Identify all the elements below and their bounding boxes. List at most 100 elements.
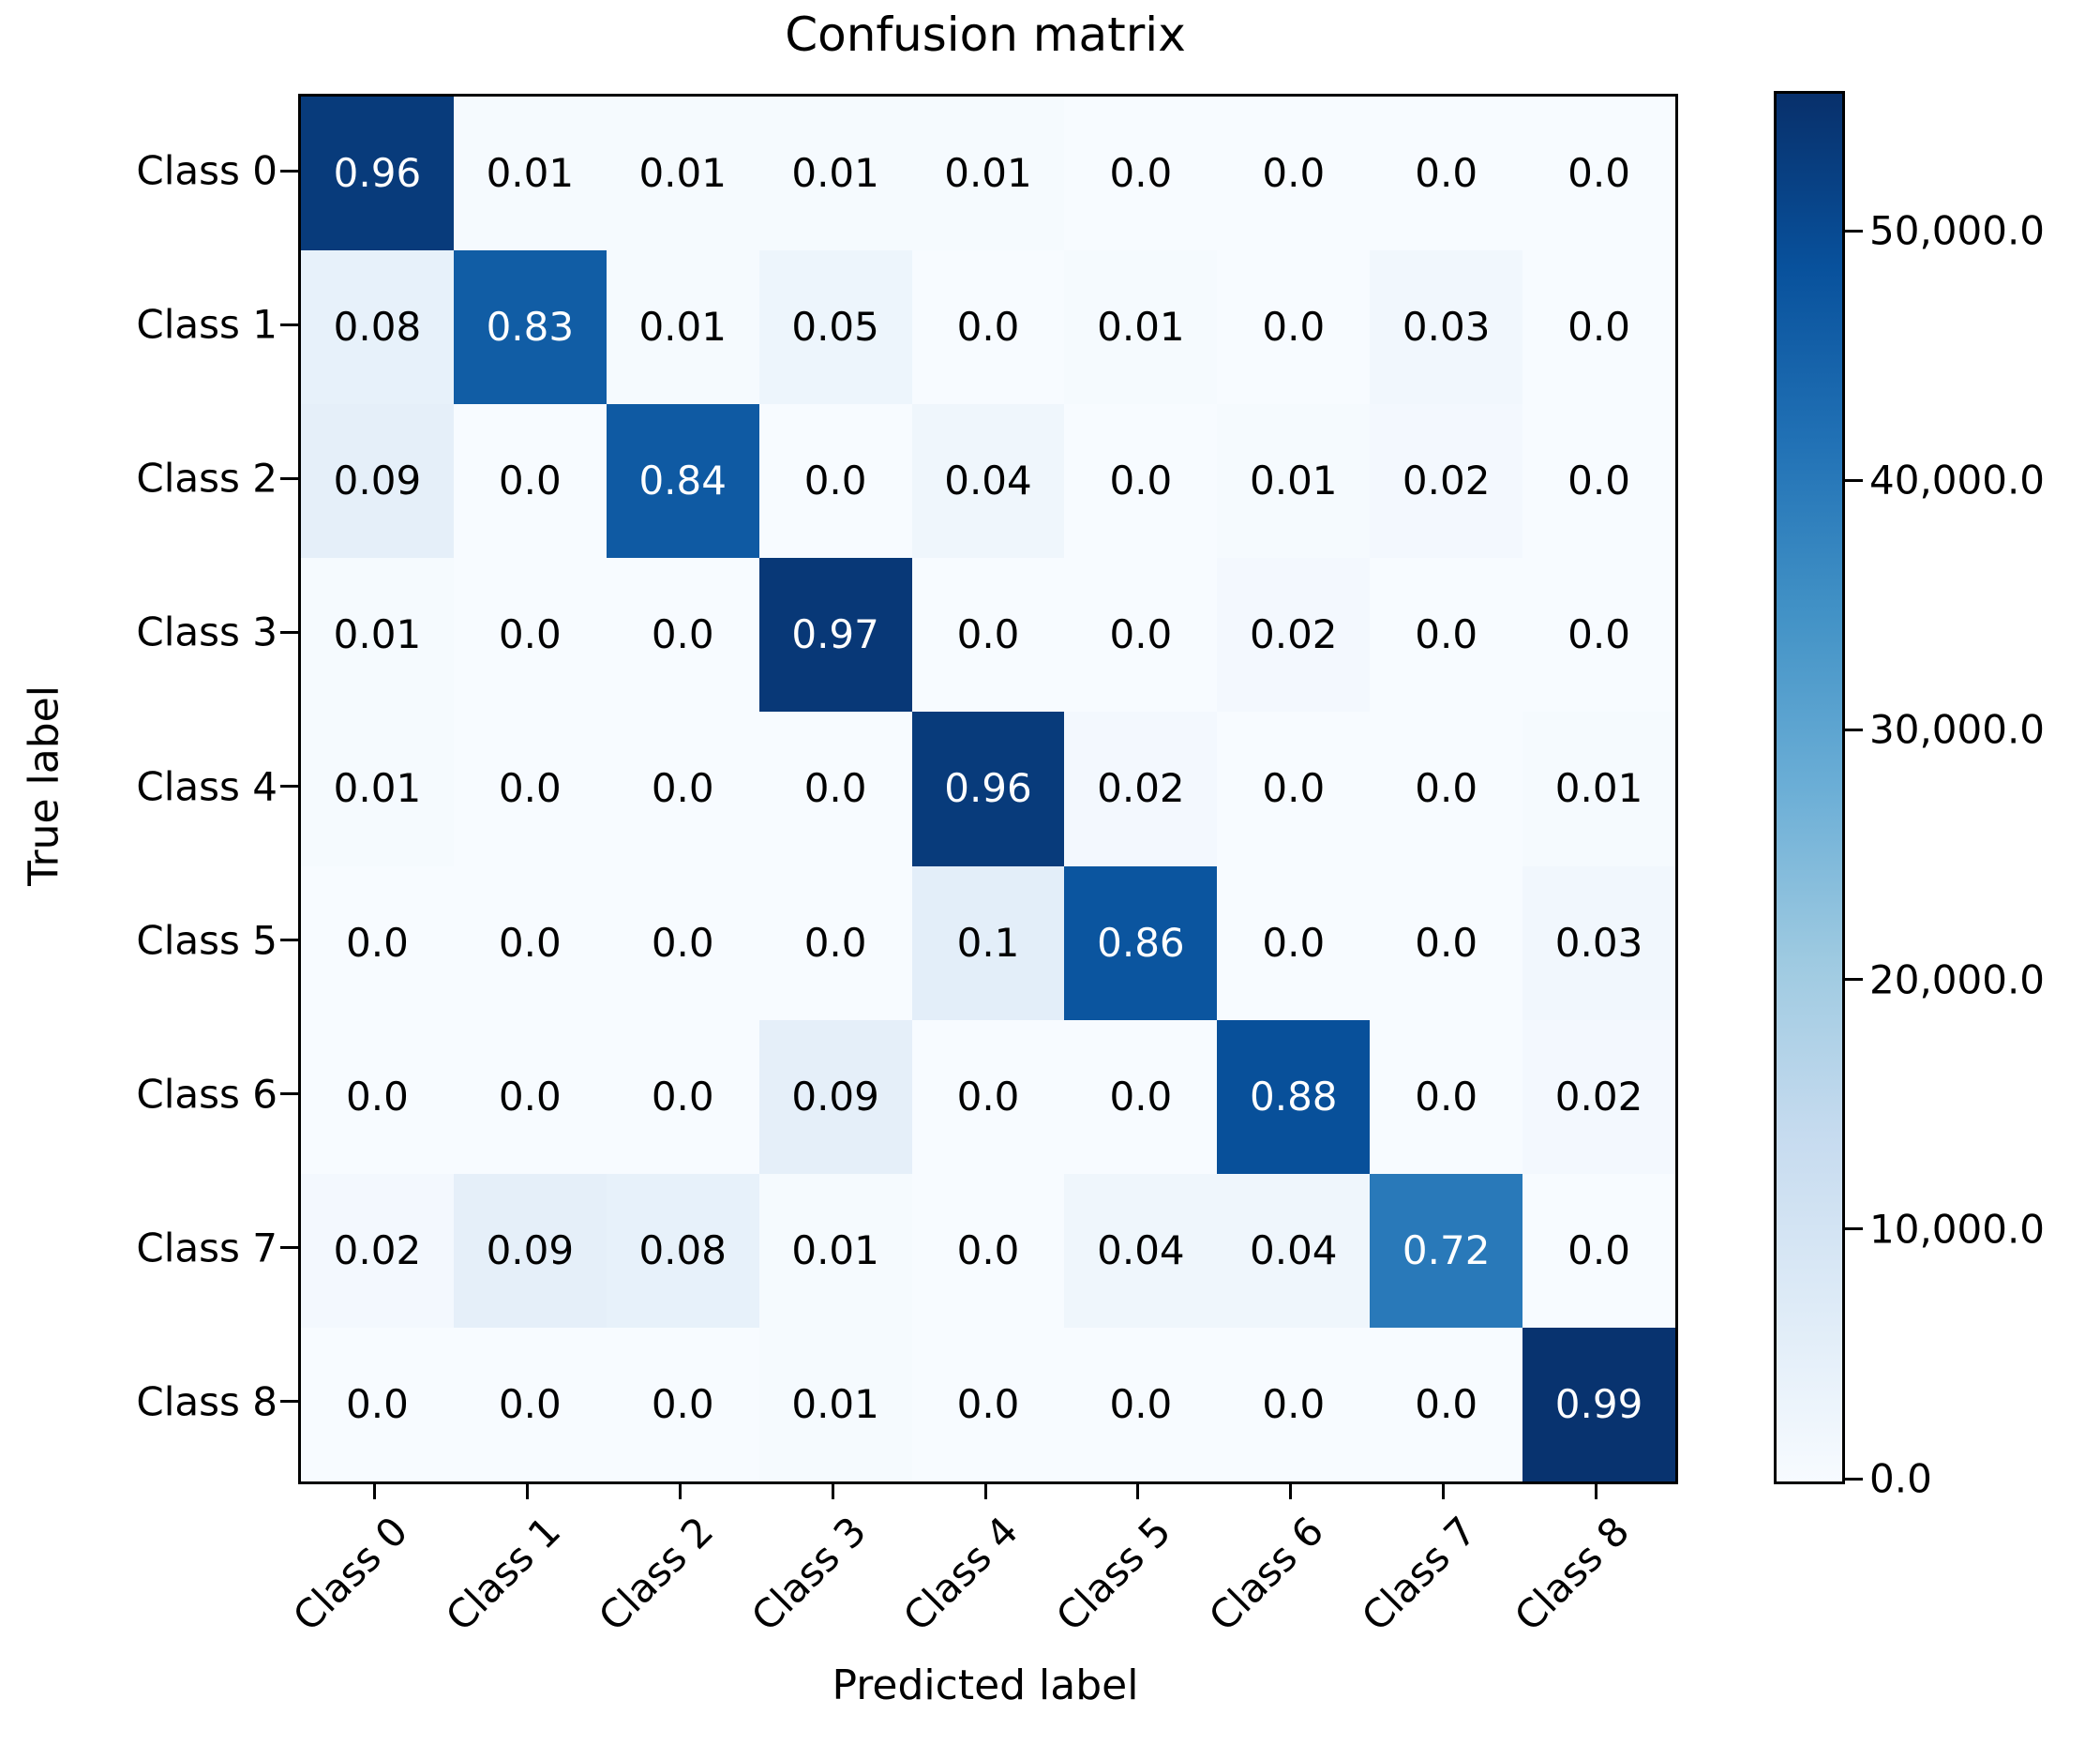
matrix-cell-r0c3: 0.01	[758, 97, 912, 251]
x-tick-label-6: Class 6	[1200, 1508, 1333, 1641]
matrix-cell-r4c1: 0.0	[453, 712, 607, 866]
matrix-cell-r3c3: 0.97	[758, 558, 912, 713]
x-tick-mark-7	[1442, 1481, 1446, 1499]
y-tick-mark-6	[280, 1092, 298, 1096]
matrix-cell-r1c1: 0.83	[453, 250, 607, 405]
matrix-cell-r2c7: 0.02	[1370, 404, 1523, 559]
matrix-cell-r4c4: 0.96	[911, 712, 1065, 866]
colorbar	[1774, 91, 1845, 1484]
matrix-cell-r2c5: 0.0	[1064, 404, 1218, 559]
colorbar-tick-mark-4	[1845, 478, 1863, 482]
matrix-cell-r0c4: 0.01	[911, 97, 1065, 251]
matrix-cell-r5c2: 0.0	[606, 865, 759, 1020]
y-tick-mark-8	[280, 1400, 298, 1404]
matrix-cell-r5c5: 0.86	[1064, 865, 1218, 1020]
matrix-cell-r5c8: 0.03	[1522, 865, 1675, 1020]
matrix-cell-r6c1: 0.0	[453, 1019, 607, 1174]
matrix-cell-r6c0: 0.0	[301, 1019, 454, 1174]
matrix-cell-r2c3: 0.0	[758, 404, 912, 559]
y-tick-label-2: Class 2	[136, 455, 278, 502]
matrix-cell-r6c4: 0.0	[911, 1019, 1065, 1174]
matrix-cell-r4c6: 0.0	[1217, 712, 1371, 866]
y-tick-label-8: Class 8	[136, 1378, 278, 1425]
matrix-cell-r8c2: 0.0	[606, 1327, 759, 1481]
x-tick-mark-6	[1289, 1481, 1293, 1499]
y-tick-label-3: Class 3	[136, 609, 278, 655]
matrix-cell-r2c6: 0.01	[1217, 404, 1371, 559]
matrix-cell-r0c2: 0.01	[606, 97, 759, 251]
matrix-cell-r7c1: 0.09	[453, 1173, 607, 1328]
matrix-cell-r3c5: 0.0	[1064, 558, 1218, 713]
matrix-cell-r7c3: 0.01	[758, 1173, 912, 1328]
y-tick-label-7: Class 7	[136, 1225, 278, 1271]
colorbar-tick-mark-1	[1845, 1227, 1863, 1231]
matrix-cell-r1c6: 0.0	[1217, 250, 1371, 405]
y-tick-label-6: Class 6	[136, 1071, 278, 1118]
y-tick-mark-7	[280, 1246, 298, 1250]
x-tick-label-7: Class 7	[1353, 1508, 1486, 1641]
matrix-cell-r2c8: 0.0	[1522, 404, 1675, 559]
matrix-cell-r3c1: 0.0	[453, 558, 607, 713]
matrix-cell-r5c7: 0.0	[1370, 865, 1523, 1020]
x-tick-label-3: Class 3	[742, 1508, 875, 1641]
colorbar-tick-mark-0	[1845, 1477, 1863, 1481]
matrix-cell-r3c6: 0.02	[1217, 558, 1371, 713]
matrix-cell-r8c7: 0.0	[1370, 1327, 1523, 1481]
matrix-cell-r2c2: 0.84	[606, 404, 759, 559]
matrix-cell-r1c7: 0.03	[1370, 250, 1523, 405]
x-tick-mark-0	[372, 1481, 376, 1499]
matrix-cell-r6c2: 0.0	[606, 1019, 759, 1174]
matrix-cell-r0c7: 0.0	[1370, 97, 1523, 251]
chart-title: Confusion matrix	[785, 8, 1186, 62]
matrix-cell-r6c5: 0.0	[1064, 1019, 1218, 1174]
colorbar-tick-label-0: 0.0	[1869, 1455, 1932, 1502]
matrix-cell-r1c8: 0.0	[1522, 250, 1675, 405]
matrix-cell-r8c1: 0.0	[453, 1327, 607, 1481]
matrix-cell-r5c1: 0.0	[453, 865, 607, 1020]
y-tick-mark-0	[280, 169, 298, 173]
matrix-cell-r0c0: 0.96	[301, 97, 454, 251]
matrix-cell-r7c6: 0.04	[1217, 1173, 1371, 1328]
matrix-cell-r0c6: 0.0	[1217, 97, 1371, 251]
colorbar-tick-label-5: 50,000.0	[1869, 207, 2046, 254]
matrix-cell-r6c6: 0.88	[1217, 1019, 1371, 1174]
matrix-cell-r8c3: 0.01	[758, 1327, 912, 1481]
matrix-cell-r4c5: 0.02	[1064, 712, 1218, 866]
matrix-cell-r5c6: 0.0	[1217, 865, 1371, 1020]
matrix-cell-r4c7: 0.0	[1370, 712, 1523, 866]
colorbar-tick-label-4: 40,000.0	[1869, 457, 2046, 504]
matrix-cell-r3c0: 0.01	[301, 558, 454, 713]
y-tick-label-5: Class 5	[136, 917, 278, 964]
x-tick-label-4: Class 4	[894, 1508, 1028, 1641]
x-tick-label-5: Class 5	[1047, 1508, 1180, 1641]
colorbar-tick-mark-5	[1845, 229, 1863, 233]
matrix-cell-r1c3: 0.05	[758, 250, 912, 405]
matrix-cell-r1c5: 0.01	[1064, 250, 1218, 405]
y-tick-label-4: Class 4	[136, 763, 278, 809]
matrix-cell-r7c8: 0.0	[1522, 1173, 1675, 1328]
matrix-cell-r0c5: 0.0	[1064, 97, 1218, 251]
matrix-cell-r3c7: 0.0	[1370, 558, 1523, 713]
x-tick-mark-8	[1595, 1481, 1598, 1499]
y-tick-mark-1	[280, 323, 298, 326]
matrix-cell-r8c8: 0.99	[1522, 1327, 1675, 1481]
x-tick-label-8: Class 8	[1506, 1508, 1639, 1641]
matrix-cell-r2c0: 0.09	[301, 404, 454, 559]
colorbar-tick-mark-3	[1845, 728, 1863, 731]
x-tick-mark-3	[831, 1481, 834, 1499]
matrix-cell-r4c2: 0.0	[606, 712, 759, 866]
x-tick-mark-1	[525, 1481, 529, 1499]
y-tick-mark-4	[280, 785, 298, 788]
matrix-cell-r6c8: 0.02	[1522, 1019, 1675, 1174]
matrix-cell-r2c4: 0.04	[911, 404, 1065, 559]
matrix-cell-r3c2: 0.0	[606, 558, 759, 713]
matrix-cell-r1c4: 0.0	[911, 250, 1065, 405]
matrix-cell-r7c0: 0.02	[301, 1173, 454, 1328]
matrix-cell-r8c5: 0.0	[1064, 1327, 1218, 1481]
matrix-cell-r5c3: 0.0	[758, 865, 912, 1020]
matrix-cell-r4c8: 0.01	[1522, 712, 1675, 866]
matrix-cell-r8c0: 0.0	[301, 1327, 454, 1481]
y-tick-mark-3	[280, 630, 298, 634]
x-tick-mark-5	[1136, 1481, 1140, 1499]
